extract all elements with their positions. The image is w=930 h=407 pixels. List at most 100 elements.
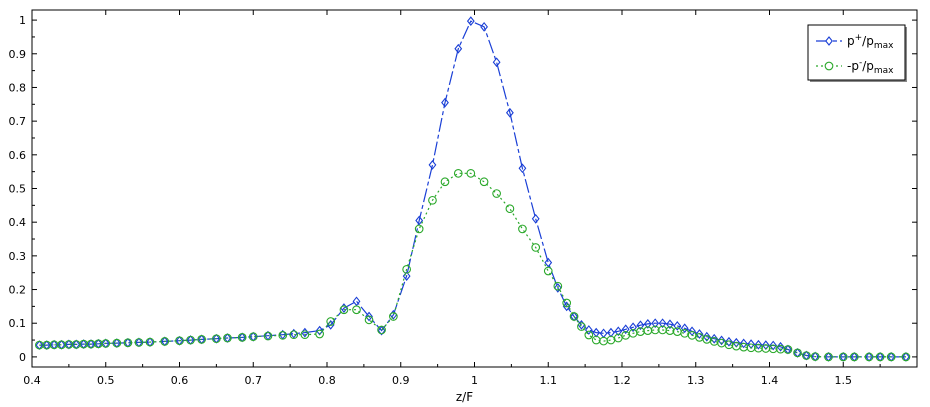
data-point — [614, 326, 623, 337]
data-point — [875, 352, 885, 362]
data-point — [584, 325, 593, 335]
data-point — [636, 320, 645, 331]
data-point — [810, 352, 820, 361]
data-point — [886, 352, 896, 362]
data-point — [518, 224, 527, 234]
data-point — [289, 330, 299, 340]
data-point — [237, 333, 247, 342]
data-point — [212, 334, 221, 344]
y-tick-label: 0 — [19, 351, 26, 364]
data-point — [402, 264, 412, 274]
data-point — [621, 324, 630, 335]
x-tick-label: 0.9 — [392, 374, 410, 387]
data-point — [680, 323, 689, 334]
data-point — [613, 333, 623, 343]
x-tick-label: 1.2 — [613, 374, 631, 387]
data-point — [186, 335, 195, 345]
y-tick-label: 0.9 — [9, 48, 27, 61]
data-point — [666, 319, 674, 330]
data-point — [739, 338, 748, 349]
plot-area — [31, 9, 918, 368]
data-point — [441, 97, 449, 108]
data-point — [145, 337, 155, 347]
data-point — [466, 16, 475, 26]
data-point — [577, 322, 586, 331]
x-tick-label: 0.7 — [245, 374, 263, 387]
data-point — [754, 339, 763, 350]
data-point — [377, 325, 386, 336]
x-tick-label: 0.8 — [318, 374, 336, 387]
data-point — [415, 215, 424, 226]
data-point — [725, 336, 733, 347]
data-point — [123, 338, 133, 348]
data-point — [453, 168, 463, 178]
series-layer — [35, 16, 911, 362]
data-point — [569, 312, 579, 321]
series-2 — [35, 168, 911, 362]
legend-item: -p-/pmax — [816, 58, 894, 76]
data-point — [695, 329, 704, 339]
y-tick-label: 0.6 — [9, 149, 27, 162]
y-tick-label: 0.5 — [9, 183, 27, 196]
data-point — [223, 333, 232, 343]
data-point — [364, 315, 374, 325]
legend-label: p+/pmax — [847, 33, 894, 51]
data-point — [248, 332, 258, 342]
data-point — [466, 168, 476, 178]
x-tick-label: 1.1 — [540, 374, 558, 387]
data-point — [315, 325, 324, 336]
y-tick-label: 0.1 — [9, 317, 27, 330]
data-point — [197, 335, 206, 344]
data-point — [543, 266, 553, 276]
data-point — [553, 282, 562, 293]
series-line — [39, 172, 906, 358]
data-point — [732, 337, 741, 348]
x-axis-label: z/F — [456, 390, 473, 404]
x-tick-label: 1.4 — [761, 374, 779, 387]
x-axis: 0.4 0.5 0.6 0.7 0.8 0.9 1 1.1 1.2 1.3 1.4 1.5 — [23, 10, 881, 387]
y-tick-label: 1 — [19, 14, 26, 27]
data-point — [428, 160, 437, 170]
data-point — [802, 351, 811, 360]
data-point — [769, 340, 778, 351]
data-point — [783, 345, 793, 354]
data-point — [864, 352, 874, 362]
data-point — [901, 352, 911, 362]
data-point — [389, 312, 398, 321]
data-point — [505, 107, 514, 118]
x-tick-label: 1.3 — [687, 374, 705, 387]
y-tick-label: 0.3 — [9, 250, 27, 263]
x-tick-label: 0.5 — [97, 374, 115, 387]
data-point — [629, 322, 637, 333]
data-point — [289, 328, 298, 339]
data-point — [134, 338, 144, 347]
data-point — [377, 325, 386, 335]
y-tick-label: 0.4 — [9, 216, 27, 229]
legend-box — [807, 24, 906, 81]
y-axis: 0 0.1 0.2 0.3 0.4 0.5 0.6 0.7 0.8 0.9 1 — [9, 14, 917, 364]
data-point — [505, 204, 515, 214]
legend-marker — [825, 36, 833, 46]
plot-frame — [31, 9, 918, 368]
data-point — [492, 189, 501, 198]
x-tick-label: 0.6 — [171, 374, 189, 387]
data-point — [643, 319, 652, 329]
data-point — [300, 330, 310, 340]
data-point — [352, 296, 361, 307]
data-point — [824, 352, 833, 362]
data-point — [518, 163, 527, 174]
x-tick-label: 0.4 — [23, 374, 41, 387]
data-point — [531, 213, 540, 224]
data-point — [584, 330, 594, 340]
data-point — [480, 21, 488, 32]
data-point — [175, 336, 184, 346]
data-point — [849, 352, 859, 362]
data-point — [673, 321, 682, 331]
data-point — [544, 257, 553, 268]
data-point — [454, 43, 463, 54]
data-point — [562, 298, 572, 308]
legend: p+/pmax -p-/pmax — [807, 24, 907, 82]
data-point — [263, 331, 273, 341]
data-point — [112, 338, 122, 348]
